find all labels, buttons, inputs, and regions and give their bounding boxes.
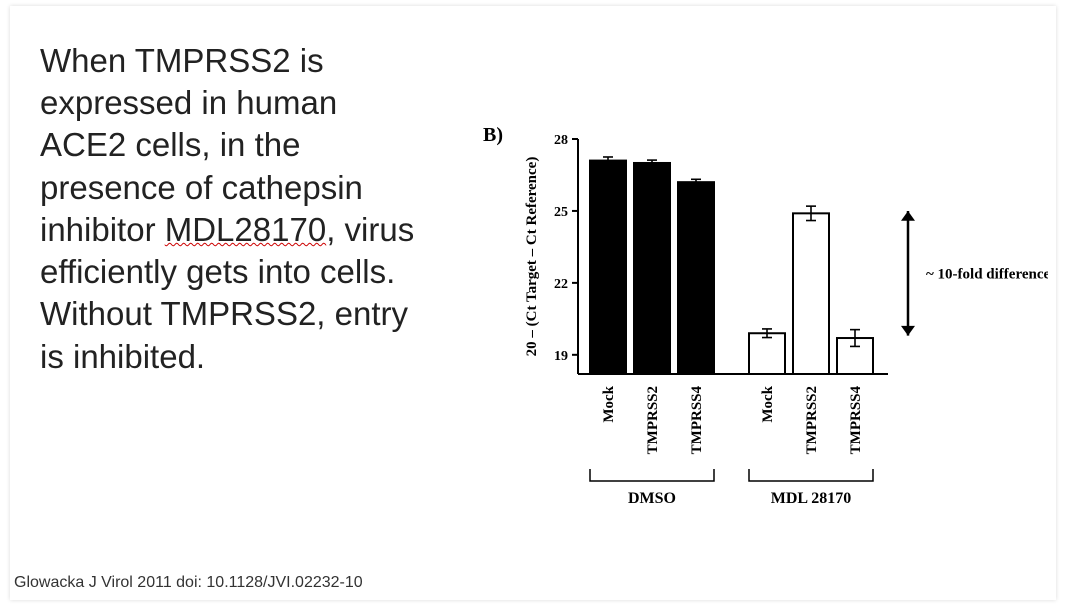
svg-text:MDL 28170: MDL 28170 (771, 490, 851, 507)
svg-text:TMPRSS4: TMPRSS4 (848, 386, 864, 455)
annotation-text: ~ 10-fold difference (926, 266, 1048, 282)
slide-body: When TMPRSS2 is expressed in human ACE2 … (10, 6, 1056, 600)
svg-text:Mock: Mock (760, 385, 776, 422)
svg-text:TMPRSS2: TMPRSS2 (804, 386, 820, 454)
bar-chart: 19 22 25 28 20 – (Ct Target – Ct Reference) M… (508, 124, 1048, 524)
citation: Glowacka J Virol 2011 doi: 10.1128/JVI.0… (14, 574, 363, 592)
svg-text:DMSO: DMSO (628, 490, 676, 507)
svg-text:TMPRSS2: TMPRSS2 (645, 386, 661, 454)
svg-text:25: 25 (554, 205, 568, 220)
svg-text:TMPRSS4: TMPRSS4 (689, 386, 705, 455)
svg-text:19: 19 (554, 349, 568, 364)
main-text: When TMPRSS2 is expressed in human ACE2 … (40, 40, 420, 378)
panel-letter: B) (483, 124, 503, 147)
text-underlined: MDL28170 (165, 211, 326, 248)
y-axis-label: 20 – (Ct Target – Ct Reference) (524, 157, 540, 357)
svg-text:28: 28 (554, 133, 568, 148)
svg-text:Mock: Mock (601, 385, 617, 422)
svg-text:22: 22 (554, 277, 568, 292)
